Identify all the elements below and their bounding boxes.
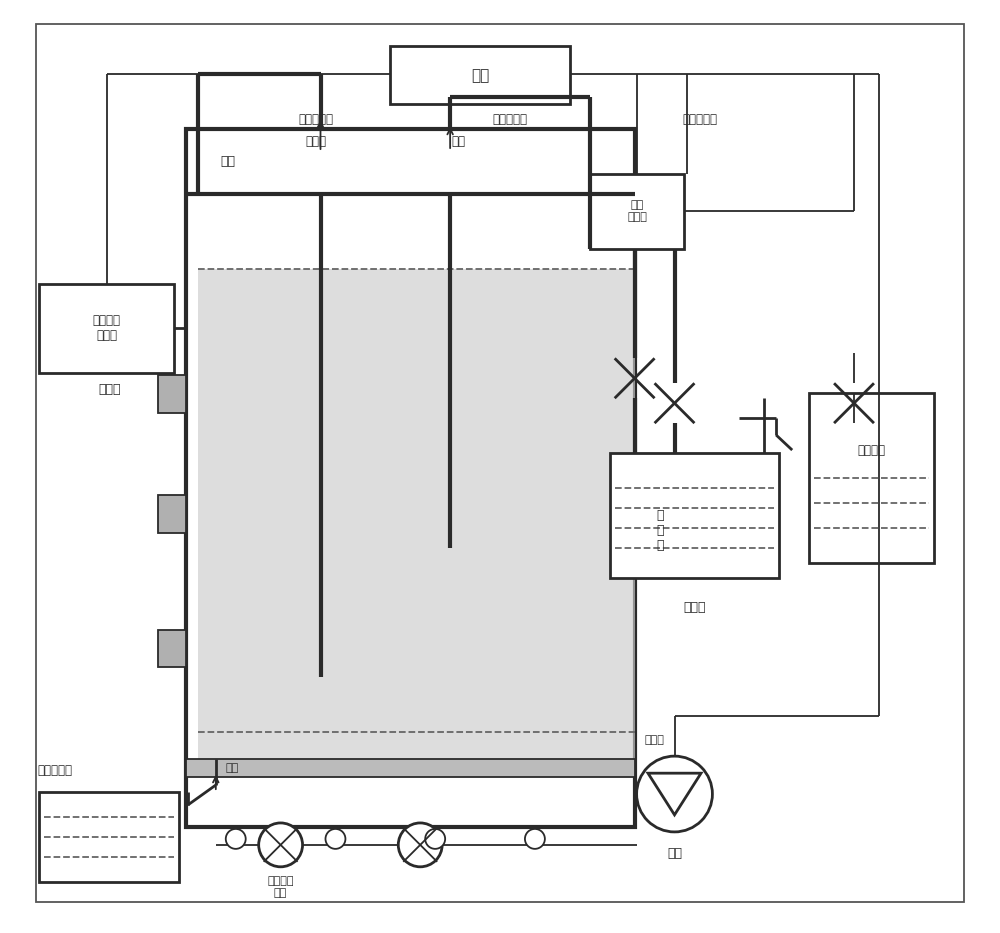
FancyBboxPatch shape <box>590 174 684 249</box>
Text: 温度氧气探: 温度氧气探 <box>298 113 333 126</box>
Circle shape <box>425 829 445 849</box>
Circle shape <box>637 756 712 832</box>
FancyBboxPatch shape <box>39 284 174 373</box>
Circle shape <box>325 829 345 849</box>
FancyBboxPatch shape <box>39 792 179 882</box>
FancyBboxPatch shape <box>809 393 934 563</box>
Text: 保
温
层: 保 温 层 <box>657 508 664 551</box>
FancyBboxPatch shape <box>186 129 635 827</box>
Circle shape <box>226 829 246 849</box>
Text: 尾气传感器: 尾气传感器 <box>682 113 717 126</box>
FancyBboxPatch shape <box>36 24 964 901</box>
Text: 排水处: 排水处 <box>683 601 706 614</box>
FancyBboxPatch shape <box>158 494 186 533</box>
Text: 气泵: 气泵 <box>667 847 682 860</box>
Text: 渗滤液排
出口: 渗滤液排 出口 <box>267 876 294 898</box>
FancyBboxPatch shape <box>610 453 779 578</box>
Text: 进气口: 进气口 <box>645 735 664 745</box>
Text: 尾气
传感器: 尾气 传感器 <box>627 201 647 222</box>
Circle shape <box>525 829 545 849</box>
Text: 尾气气探头: 尾气气探头 <box>492 113 527 126</box>
Circle shape <box>398 823 442 867</box>
Text: 篩板: 篩板 <box>226 763 239 773</box>
Text: 取样口: 取样口 <box>98 383 121 396</box>
Text: 接口: 接口 <box>451 135 465 148</box>
Text: 温度氧气
采集器: 温度氧气 采集器 <box>93 314 121 342</box>
FancyBboxPatch shape <box>186 759 635 777</box>
Text: 头接口: 头接口 <box>305 135 326 148</box>
Text: 渗滤液收集: 渗滤液收集 <box>37 763 72 776</box>
FancyBboxPatch shape <box>390 47 570 104</box>
Text: 盖子: 盖子 <box>221 155 236 168</box>
FancyBboxPatch shape <box>158 630 186 667</box>
FancyBboxPatch shape <box>198 269 635 759</box>
FancyBboxPatch shape <box>158 375 186 413</box>
Text: 电脑: 电脑 <box>471 68 489 83</box>
Text: 尾气处理: 尾气处理 <box>857 443 885 456</box>
Circle shape <box>259 823 303 867</box>
